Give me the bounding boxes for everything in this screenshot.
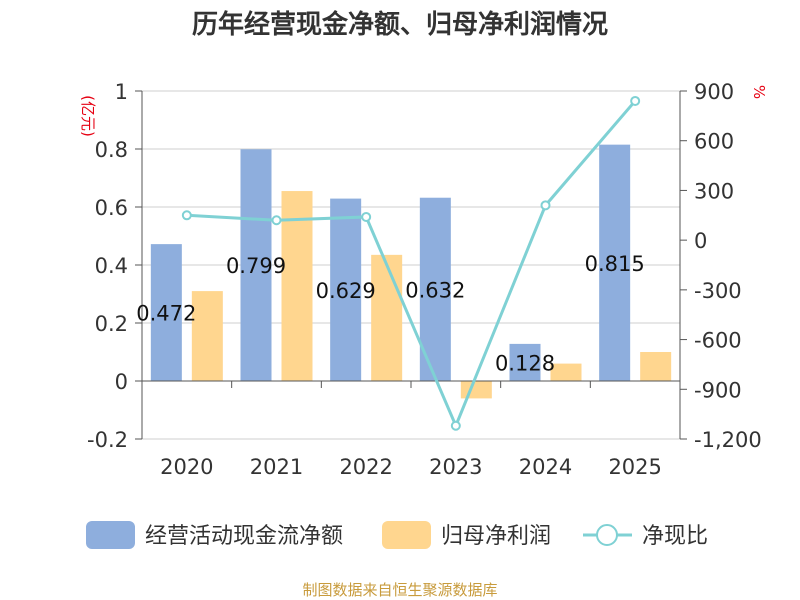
bar-operating-cash-flow xyxy=(509,343,541,381)
data-label: 0.128 xyxy=(495,351,555,375)
bar-net-profit xyxy=(191,291,223,381)
right-tick-label: -1,200 xyxy=(694,428,762,452)
x-tick-label: 2024 xyxy=(519,455,572,479)
cash-ratio-point xyxy=(361,211,372,222)
left-tick-label: 0.4 xyxy=(95,254,128,278)
right-tick-label: 900 xyxy=(694,80,734,104)
cash-ratio-point xyxy=(450,420,461,431)
right-tick-label: -900 xyxy=(694,378,742,402)
bar-operating-cash-flow xyxy=(599,144,631,381)
cash-ratio-point xyxy=(181,210,192,221)
cash-ratio-line xyxy=(186,99,637,430)
x-tick-label: 2022 xyxy=(339,455,392,479)
bar-net-profit xyxy=(550,363,582,381)
bar-series xyxy=(150,144,672,399)
bar-net-profit xyxy=(371,254,403,381)
axes: -0.2 0 0.2 0.4 0.6 0.8 1 -1,200 -900 -600 -300 0 300… xyxy=(87,80,762,479)
right-tick-label: 600 xyxy=(694,130,734,154)
legend-swatch-cash-ratio-marker xyxy=(596,524,618,546)
x-tick-label: 2023 xyxy=(429,455,482,479)
source-note: 制图数据来自恒生聚源数据库 xyxy=(302,581,497,599)
data-label: 0.632 xyxy=(405,278,465,302)
cash-ratio-point xyxy=(271,215,282,226)
data-label: 0.629 xyxy=(316,279,376,303)
bar-net-profit xyxy=(460,381,492,399)
left-tick-label: 1 xyxy=(115,80,128,104)
legend: 经营活动现金流净额 归母净利润 净现比 xyxy=(86,521,708,549)
bar-net-profit xyxy=(281,191,313,381)
bar-net-profit xyxy=(640,352,672,381)
data-labels: 0.472 0.799 0.629 0.632 0.128 0.815 xyxy=(136,252,644,376)
cash-ratio-point xyxy=(540,200,551,211)
legend-label-net-profit: 归母净利润 xyxy=(441,524,551,549)
left-tick-label: 0.8 xyxy=(95,138,128,162)
right-tick-label: 300 xyxy=(694,179,734,203)
right-axis-unit: % xyxy=(750,85,768,99)
right-tick-label: -300 xyxy=(694,279,742,303)
left-tick-label: 0.6 xyxy=(95,196,128,220)
right-tick-label: -600 xyxy=(694,329,742,353)
x-tick-label: 2020 xyxy=(160,455,213,479)
line-series xyxy=(181,95,641,431)
x-tick-label: 2025 xyxy=(608,455,661,479)
data-label: 0.815 xyxy=(585,252,645,276)
bar-operating-cash-flow xyxy=(330,198,362,381)
legend-label-cash-ratio: 净现比 xyxy=(642,524,708,549)
chart-title: 历年经营现金净额、归母净利润情况 xyxy=(192,9,608,40)
right-tick-label: 0 xyxy=(694,229,707,253)
left-tick-label: 0 xyxy=(115,370,128,394)
legend-swatch-net-profit xyxy=(382,521,431,549)
data-label: 0.799 xyxy=(226,254,286,278)
left-tick-label: -0.2 xyxy=(87,428,128,452)
bar-operating-cash-flow xyxy=(240,149,272,381)
left-axis-unit: (亿元) xyxy=(79,95,97,137)
data-label: 0.472 xyxy=(136,302,196,326)
x-tick-label: 2021 xyxy=(250,455,303,479)
bar-operating-cash-flow xyxy=(150,244,182,381)
legend-label-operating-cash-flow: 经营活动现金流净额 xyxy=(145,524,343,549)
legend-swatch-operating-cash-flow xyxy=(86,521,135,549)
cash-ratio-point xyxy=(630,95,641,106)
left-tick-label: 0.2 xyxy=(95,312,128,336)
